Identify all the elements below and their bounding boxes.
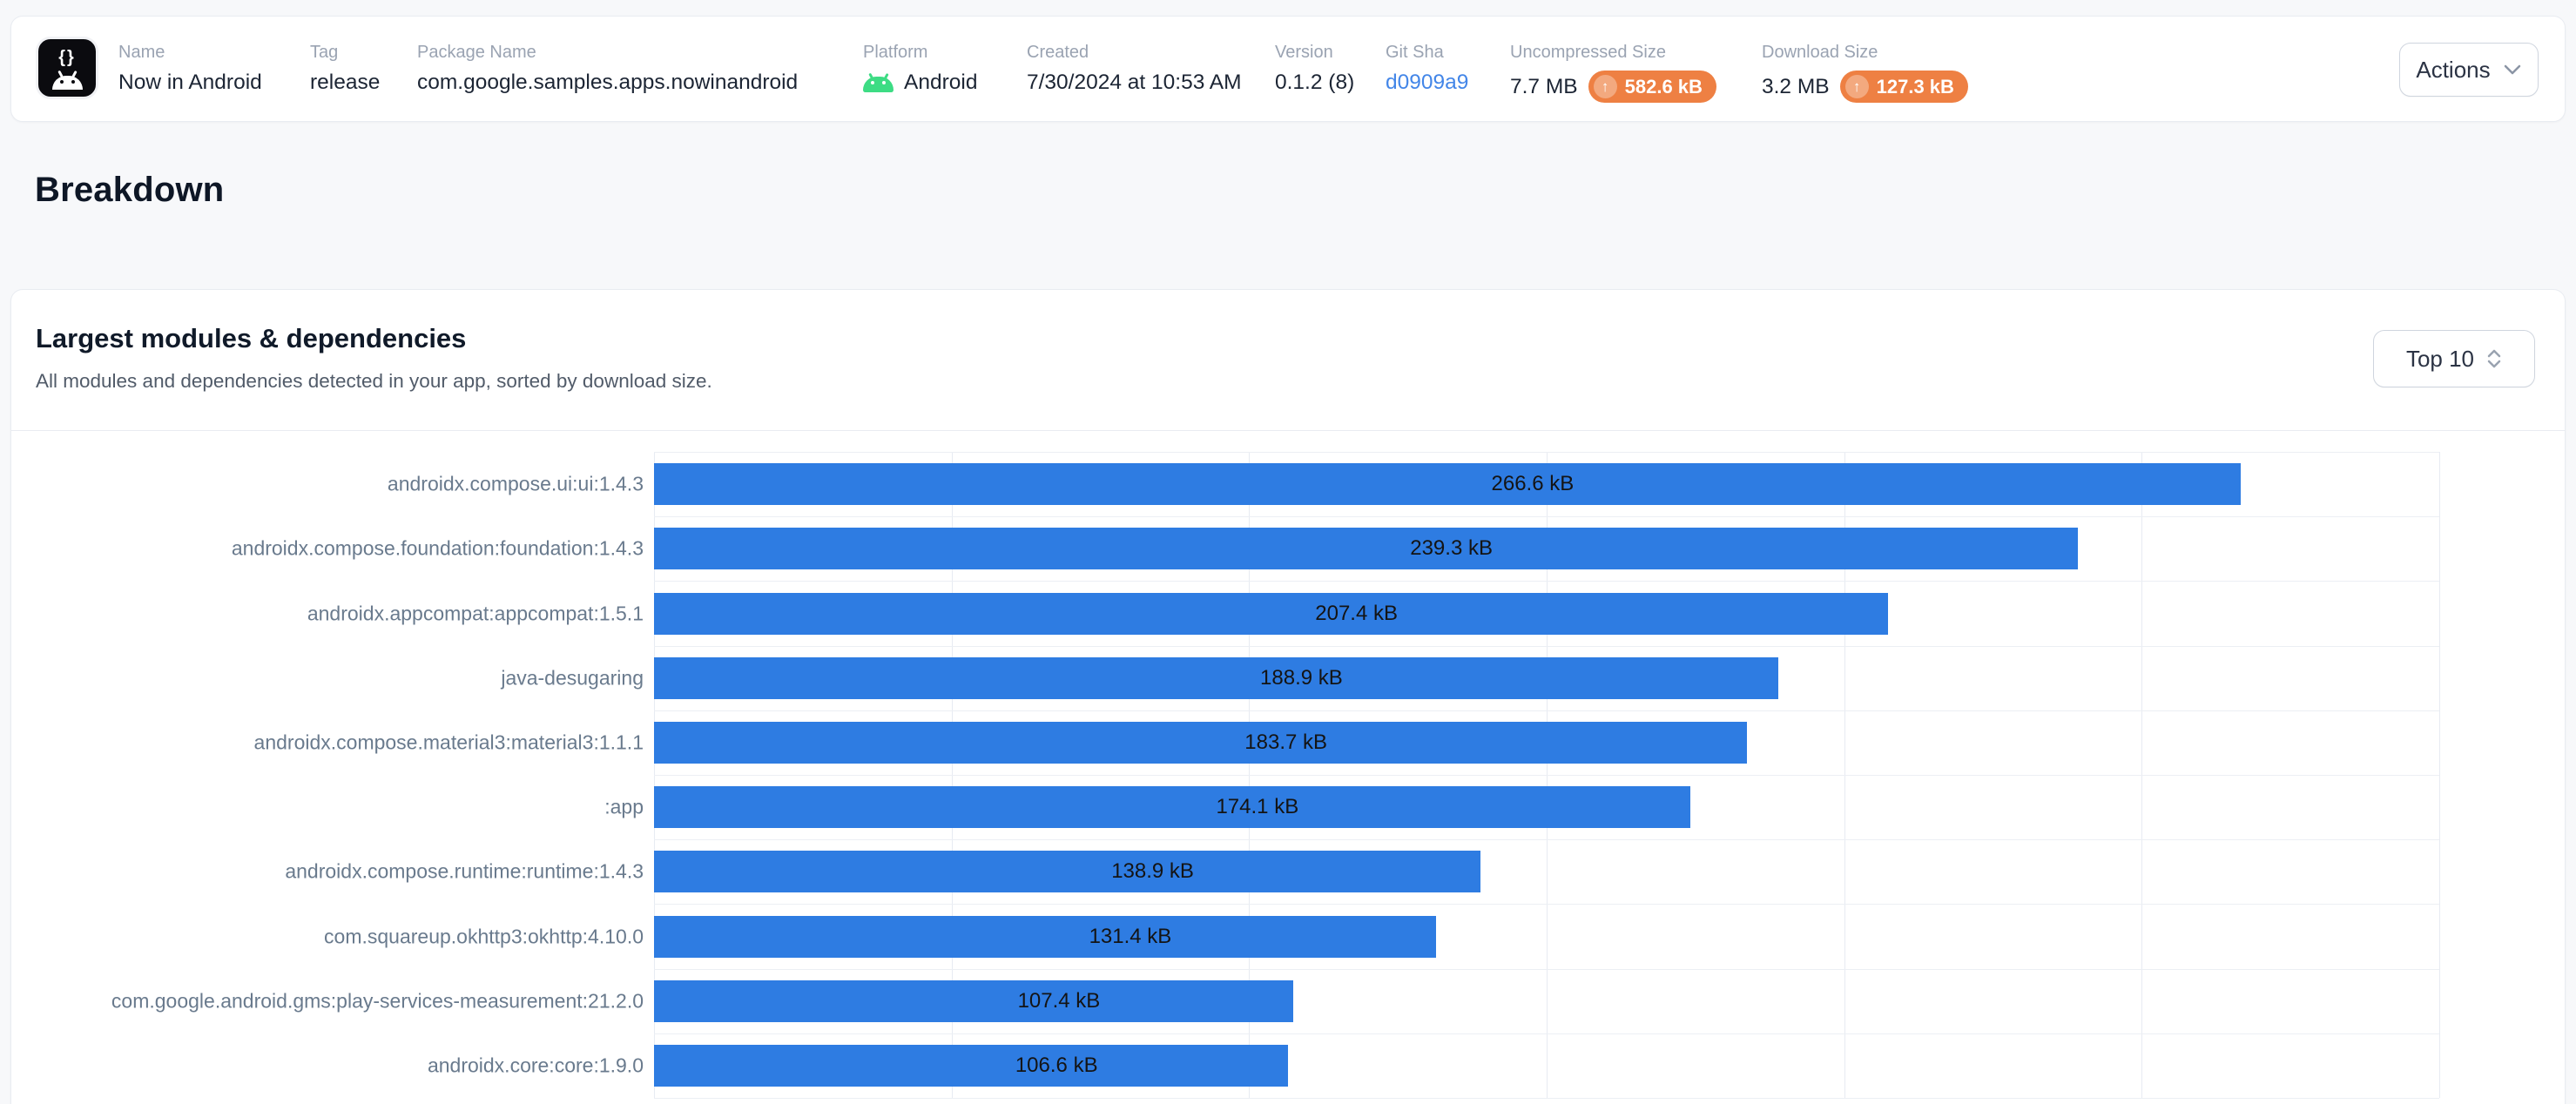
- git-sha-link[interactable]: d0909a9: [1386, 71, 1468, 95]
- chart-gridline: [2439, 452, 2440, 1098]
- chart-bar-value: 188.9 kB: [1260, 666, 1343, 690]
- size-text: 3.2 MB: [1762, 75, 1830, 99]
- chart-bar[interactable]: [654, 851, 1480, 892]
- field-value: 0.1.2 (8): [1275, 71, 1354, 95]
- chart-bar-value: 106.6 kB: [1015, 1054, 1098, 1078]
- field-value: Android: [863, 71, 977, 95]
- chart-bar[interactable]: [654, 1045, 1288, 1087]
- chart-bar-value: 107.4 kB: [1018, 989, 1101, 1013]
- chart-category-label: com.google.android.gms:play-services-mea…: [11, 989, 644, 1013]
- actions-button[interactable]: Actions: [2399, 43, 2539, 97]
- chart-bar[interactable]: [654, 463, 2241, 505]
- chart-bar-value: 131.4 kB: [1089, 925, 1172, 949]
- chart-row-separator: [654, 452, 2439, 453]
- chart-bar[interactable]: [654, 528, 2078, 569]
- chart-bar[interactable]: [654, 980, 1293, 1022]
- chart-row-separator: [654, 839, 2439, 840]
- arrow-up-icon: ↑: [1845, 75, 1869, 98]
- field-label: Uncompressed Size: [1510, 43, 1666, 63]
- chart-bar-value: 183.7 kB: [1244, 730, 1327, 755]
- chart-category-label: androidx.compose.ui:ui:1.4.3: [11, 473, 644, 496]
- field-value: release: [310, 71, 380, 95]
- field-value: com.google.samples.apps.nowinandroid: [417, 71, 798, 95]
- field-label: Package Name: [417, 43, 536, 63]
- chart-bar[interactable]: [654, 916, 1436, 958]
- chart-bar-value: 207.4 kB: [1315, 602, 1398, 626]
- field-label: Platform: [863, 43, 927, 63]
- field-label: Git Sha: [1386, 43, 1444, 63]
- field-value: Now in Android: [118, 71, 262, 95]
- actions-label: Actions: [2416, 57, 2490, 84]
- chart-row-separator: [654, 646, 2439, 647]
- chart-bar-value: 174.1 kB: [1216, 795, 1298, 819]
- braces-glyph: {}: [58, 48, 76, 68]
- chart-bar-value: 266.6 kB: [1492, 472, 1575, 496]
- badge-text: 582.6 kB: [1625, 76, 1703, 98]
- app-header-card: {} Name Now in Android Tag release Packa…: [10, 16, 2566, 122]
- arrow-up-icon: ↑: [1594, 75, 1617, 98]
- chart-category-label: androidx.appcompat:appcompat:1.5.1: [11, 602, 644, 625]
- badge-text: 127.3 kB: [1877, 76, 1954, 98]
- chart-row-separator: [654, 904, 2439, 905]
- chart-bar[interactable]: [654, 786, 1690, 828]
- chart-category-label: com.squareup.okhttp3:okhttp:4.10.0: [11, 925, 644, 948]
- field-label: Download Size: [1762, 43, 1878, 63]
- field-value: 3.2 MB ↑ 127.3 kB: [1762, 71, 1968, 103]
- chart-category-label: androidx.compose.foundation:foundation:1…: [11, 537, 644, 561]
- chart-bar[interactable]: [654, 722, 1747, 764]
- field-label: Name: [118, 43, 165, 63]
- chart-bar-value: 239.3 kB: [1410, 536, 1493, 561]
- chevron-down-icon: [2503, 64, 2522, 76]
- app-icon: {}: [36, 37, 98, 99]
- chart-row-separator: [654, 516, 2439, 517]
- chart-category-label: androidx.core:core:1.9.0: [11, 1054, 644, 1077]
- chart-row-separator: [654, 710, 2439, 711]
- android-robot-icon: [52, 71, 83, 90]
- chart-row-separator: [654, 1098, 2439, 1099]
- chart-bar[interactable]: [654, 657, 1778, 699]
- field-label: Created: [1027, 43, 1089, 63]
- chart-bar-value: 138.9 kB: [1111, 859, 1194, 884]
- field-label: Tag: [310, 43, 338, 63]
- chart-row-separator: [654, 581, 2439, 582]
- size-text: 7.7 MB: [1510, 75, 1578, 99]
- chart-category-label: :app: [11, 796, 644, 819]
- platform-text: Android: [904, 71, 977, 95]
- chart-row-separator: [654, 1033, 2439, 1034]
- field-value: 7/30/2024 at 10:53 AM: [1027, 71, 1242, 95]
- chart-bar[interactable]: [654, 593, 1888, 635]
- chart-category-label: androidx.compose.material3:material3:1.1…: [11, 730, 644, 754]
- field-value: 7.7 MB ↑ 582.6 kB: [1510, 71, 1716, 103]
- size-delta-badge: ↑ 127.3 kB: [1840, 71, 1968, 103]
- chart-category-label: androidx.compose.runtime:runtime:1.4.3: [11, 860, 644, 884]
- field-label: Version: [1275, 43, 1333, 63]
- breakdown-card: Largest modules & dependencies All modul…: [10, 289, 2566, 1104]
- modules-bar-chart: androidx.compose.ui:ui:1.4.3 266.6 kB andr…: [11, 290, 2565, 1104]
- page-title: Breakdown: [35, 171, 224, 210]
- chart-row-separator: [654, 775, 2439, 776]
- size-delta-badge: ↑ 582.6 kB: [1588, 71, 1716, 103]
- chart-category-label: java-desugaring: [11, 666, 644, 690]
- chart-row-separator: [654, 969, 2439, 970]
- android-platform-icon: [863, 73, 894, 92]
